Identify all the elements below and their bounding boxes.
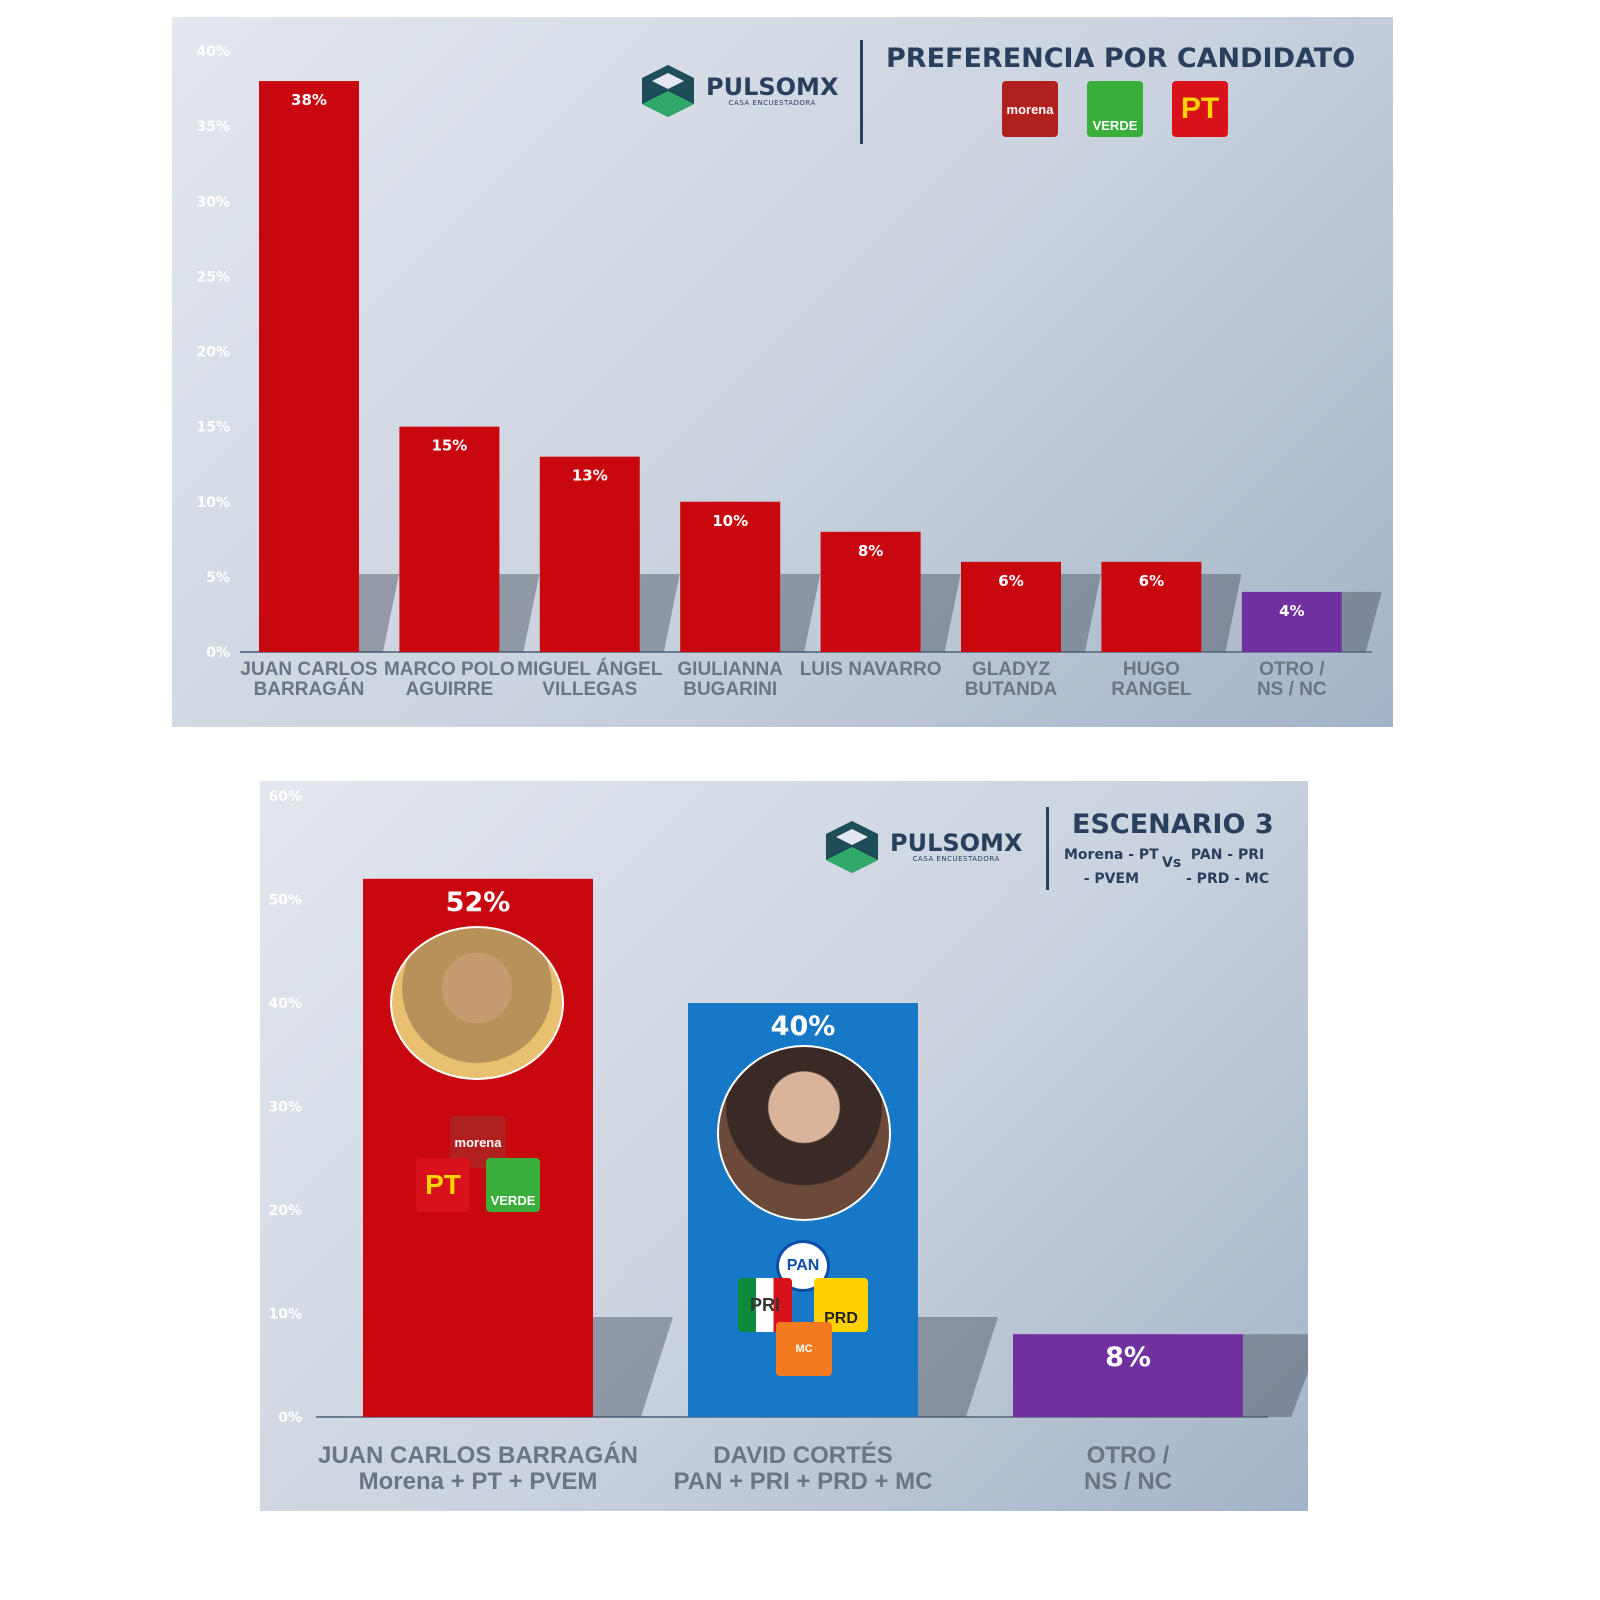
y-tick-label: 20% <box>268 1203 302 1219</box>
bar-shadow <box>1201 574 1242 652</box>
verde-logo: VERDE <box>1087 81 1143 137</box>
x-category-label: GLADYZ <box>972 659 1051 680</box>
x-category-label: PAN + PRI + PRD + MC <box>674 1468 933 1495</box>
x-category-label: JUAN CARLOS <box>240 659 377 680</box>
chart-title: PREFERENCIA POR CANDIDATO <box>886 43 1356 74</box>
x-category-label: OTRO / <box>1087 1442 1170 1469</box>
data-label: 6% <box>998 572 1023 590</box>
x-category-label: JUAN CARLOS BARRAGÁN <box>318 1441 638 1469</box>
y-tick-label: 15% <box>196 420 230 436</box>
mc-logo: MC <box>776 1322 832 1376</box>
bar-shadow <box>499 574 540 652</box>
candidate-photo-cortes <box>717 1045 891 1221</box>
chart-title: ESCENARIO 3 <box>1072 809 1274 840</box>
x-category-label: BUTANDA <box>965 679 1058 700</box>
bar-shadow <box>359 574 399 652</box>
y-tick-label: 30% <box>196 194 230 210</box>
bar-shadow <box>639 574 680 652</box>
x-category-label: HUGO <box>1123 659 1180 680</box>
x-category-label: OTRO / <box>1259 659 1325 680</box>
chart-panel-escenario-3: 0% 10% 20% 30% 40% 50% 60% 52% JUAN CARLOS BARRA… <box>260 781 1308 1511</box>
y-tick-label: 35% <box>196 119 230 135</box>
x-category-label: BARRAGÁN <box>254 678 365 700</box>
bar-shadow <box>918 1317 998 1417</box>
vs-label: Vs <box>1162 855 1182 871</box>
x-category-label: GIULIANNA <box>677 659 783 680</box>
bar <box>1101 561 1202 652</box>
y-tick-label: 40% <box>196 44 230 60</box>
data-label: 10% <box>712 512 748 530</box>
header-divider <box>860 40 863 144</box>
bar-shadow <box>1243 1334 1308 1417</box>
x-category-label: MIGUEL ÁNGEL <box>517 658 663 680</box>
y-tick-label: 0% <box>206 645 230 661</box>
y-tick-label: 30% <box>268 1100 302 1116</box>
y-tick-label: 60% <box>268 789 302 805</box>
x-category-label: NS / NC <box>1257 679 1327 700</box>
morena-logo: morena <box>1002 81 1058 137</box>
data-label: 40% <box>771 1011 836 1042</box>
pulsomx-logo: PULSOMX CASA ENCUESTADORA <box>824 819 1022 875</box>
bar-shadow <box>920 574 961 652</box>
bar <box>1241 591 1342 652</box>
header-divider <box>1046 807 1049 890</box>
bar-chart-preferencia: 0%5%10%15%20%25%30%35%40%38%JUAN CARLOSB… <box>196 44 1382 700</box>
verde-logo: VERDE <box>486 1158 540 1212</box>
bar <box>820 531 921 652</box>
data-label: 52% <box>446 887 511 918</box>
bar-shadow <box>1341 591 1382 652</box>
bar <box>680 501 781 652</box>
left-coalition: Morena - PT - PVEM <box>1064 847 1159 887</box>
pulsomx-logo: PULSOMX CASA ENCUESTADORA <box>640 63 838 119</box>
candidate-photo-barragan <box>390 926 564 1080</box>
data-label: 8% <box>1105 1342 1151 1373</box>
bar-shadow <box>780 574 821 652</box>
data-label: 13% <box>572 467 608 485</box>
y-tick-label: 25% <box>196 269 230 285</box>
x-category-label: LUIS NAVARRO <box>800 659 942 680</box>
chart-panel-preferencia: 0% 5% 10% 15% 20% 25% 30% 35% 40% 38% JUAN CARLOS B… <box>172 17 1393 727</box>
pulsomx-cube-icon <box>640 63 696 119</box>
bar <box>539 456 640 652</box>
data-label: 38% <box>291 91 327 109</box>
data-label: 8% <box>858 542 883 560</box>
bar <box>259 81 359 653</box>
x-category-label: NS / NC <box>1084 1468 1172 1495</box>
x-category-label: RANGEL <box>1111 679 1192 700</box>
y-tick-label: 40% <box>268 996 302 1012</box>
x-category-label: BUGARINI <box>683 679 777 700</box>
x-category-label: DAVID CORTÉS <box>713 1441 893 1469</box>
bar <box>1013 1334 1243 1417</box>
y-tick-label: 50% <box>268 893 302 909</box>
right-coalition: PAN - PRI - PRD - MC <box>1186 847 1270 887</box>
data-label: 6% <box>1139 572 1164 590</box>
y-tick-label: 0% <box>278 1410 302 1426</box>
x-category-label: VILLEGAS <box>542 679 637 700</box>
x-category-label: AGUIRRE <box>406 679 494 700</box>
y-tick-label: 10% <box>196 495 230 511</box>
x-category-label: MARCO POLO <box>384 659 515 680</box>
pt-logo: PT <box>416 1158 470 1212</box>
bar <box>961 561 1061 652</box>
bar <box>399 426 500 652</box>
y-tick-label: 10% <box>268 1307 302 1323</box>
data-label: 4% <box>1279 602 1304 620</box>
pt-logo: PT <box>1172 81 1228 137</box>
data-label: 15% <box>431 437 467 455</box>
pulsomx-cube-icon <box>824 819 880 875</box>
bar-shadow <box>593 1317 673 1417</box>
y-tick-label: 20% <box>196 345 230 361</box>
x-category-label: Morena + PT + PVEM <box>359 1468 598 1495</box>
bar-shadow <box>1061 574 1101 652</box>
y-tick-label: 5% <box>206 570 230 586</box>
